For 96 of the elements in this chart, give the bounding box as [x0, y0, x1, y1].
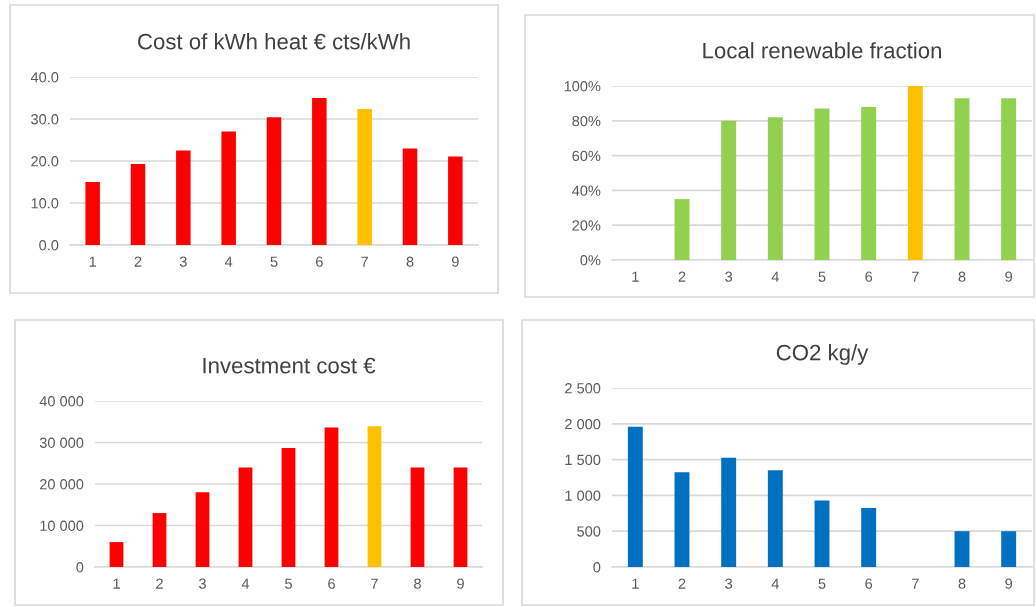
x-tick-label: 3	[199, 578, 206, 589]
y-tick-label: 0%	[580, 255, 601, 266]
bar	[266, 117, 282, 245]
chart-title: Local renewable fraction	[703, 42, 942, 59]
x-tick-label: 7	[361, 256, 368, 267]
y-tick-label: 10.0	[31, 198, 59, 209]
y-tick-label: 20 000	[40, 479, 84, 490]
bar	[814, 500, 830, 567]
bar	[448, 156, 463, 245]
x-tick-label: 5	[285, 578, 292, 589]
bar	[410, 467, 425, 567]
x-tick-label: 7	[912, 271, 919, 282]
y-tick-label: 1 000	[565, 490, 601, 501]
x-tick-label: 5	[818, 271, 826, 282]
bar	[221, 131, 236, 245]
x-tick-label: 9	[451, 256, 459, 267]
x-tick-label: 7	[912, 578, 919, 589]
y-tick-label: 40.0	[30, 72, 59, 83]
x-tick-label: 2	[678, 271, 686, 282]
x-tick-label: 6	[328, 578, 335, 589]
x-tick-label: 3	[179, 256, 187, 267]
bar	[195, 492, 210, 567]
bar	[954, 531, 970, 567]
bar	[954, 98, 970, 260]
bar	[721, 457, 737, 567]
y-tick-label: 2 500	[565, 383, 601, 394]
x-tick-label: 7	[371, 578, 378, 589]
y-tick-label: 500	[577, 526, 601, 537]
bar	[674, 199, 690, 260]
bar	[907, 86, 923, 260]
x-tick-label: 4	[771, 271, 779, 282]
x-tick-label: 1	[632, 578, 639, 589]
x-tick-label: 8	[414, 578, 421, 589]
bar	[367, 426, 382, 567]
y-tick-label: 30.0	[31, 114, 59, 125]
bar	[109, 542, 124, 567]
x-tick-label: 6	[865, 578, 873, 589]
x-tick-label: 3	[725, 578, 733, 589]
chart-title: Investment cost €	[203, 357, 376, 374]
x-tick-label: 2	[134, 256, 142, 267]
bar	[85, 182, 100, 245]
bar	[357, 108, 372, 245]
bar	[238, 467, 253, 567]
y-tick-label: 2 000	[565, 418, 601, 430]
x-tick-label: 1	[113, 578, 120, 589]
y-tick-label: 40%	[572, 185, 601, 196]
x-tick-label: 6	[316, 256, 323, 267]
x-tick-label: 5	[818, 578, 826, 589]
y-tick-label: 0.0	[39, 240, 59, 251]
chart-title: CO2 kg/y	[776, 344, 869, 365]
y-tick-label: 100%	[564, 81, 601, 92]
bar	[814, 108, 830, 260]
x-tick-label: 4	[224, 256, 233, 267]
chart-title: Cost of kWh heat € cts/kWh	[138, 33, 410, 50]
x-tick-label: 8	[406, 256, 414, 267]
x-tick-label: 2	[156, 578, 163, 589]
bar	[721, 120, 737, 260]
x-tick-label: 9	[1005, 578, 1013, 589]
bar	[152, 513, 167, 567]
y-tick-label: 10 000	[40, 520, 84, 531]
x-tick-label: 1	[89, 256, 97, 267]
bar	[674, 472, 690, 567]
bar	[281, 447, 296, 567]
y-tick-label: 0	[76, 562, 84, 573]
x-tick-label: 9	[1005, 271, 1013, 282]
x-tick-label: 3	[725, 271, 733, 282]
y-tick-label: 20%	[572, 220, 601, 231]
x-tick-label: 8	[958, 271, 966, 282]
bar	[861, 507, 877, 567]
bar	[453, 467, 468, 567]
y-tick-label: 30 000	[39, 437, 84, 448]
bar	[1001, 98, 1017, 260]
x-tick-label: 9	[457, 578, 464, 589]
bar	[767, 470, 783, 567]
bar	[1001, 531, 1017, 567]
bar	[402, 148, 418, 245]
x-tick-label: 4	[771, 578, 779, 589]
x-tick-label: 5	[270, 256, 278, 267]
y-tick-label: 60%	[572, 150, 601, 162]
bar	[176, 150, 191, 245]
bar	[627, 426, 643, 567]
bar	[861, 106, 877, 260]
y-tick-label: 80%	[572, 115, 601, 127]
bar	[767, 117, 783, 260]
bar	[130, 163, 146, 245]
bar	[312, 98, 327, 245]
x-tick-label: 8	[958, 578, 966, 589]
bar	[324, 427, 339, 567]
y-tick-label: 1 500	[565, 454, 601, 466]
x-tick-label: 2	[678, 578, 686, 589]
y-tick-label: 40 000	[39, 396, 84, 407]
y-tick-label: 0	[593, 562, 601, 573]
x-tick-label: 1	[632, 271, 639, 282]
x-tick-label: 4	[241, 578, 250, 589]
x-tick-label: 6	[865, 271, 873, 282]
y-tick-label: 20.0	[31, 156, 59, 167]
